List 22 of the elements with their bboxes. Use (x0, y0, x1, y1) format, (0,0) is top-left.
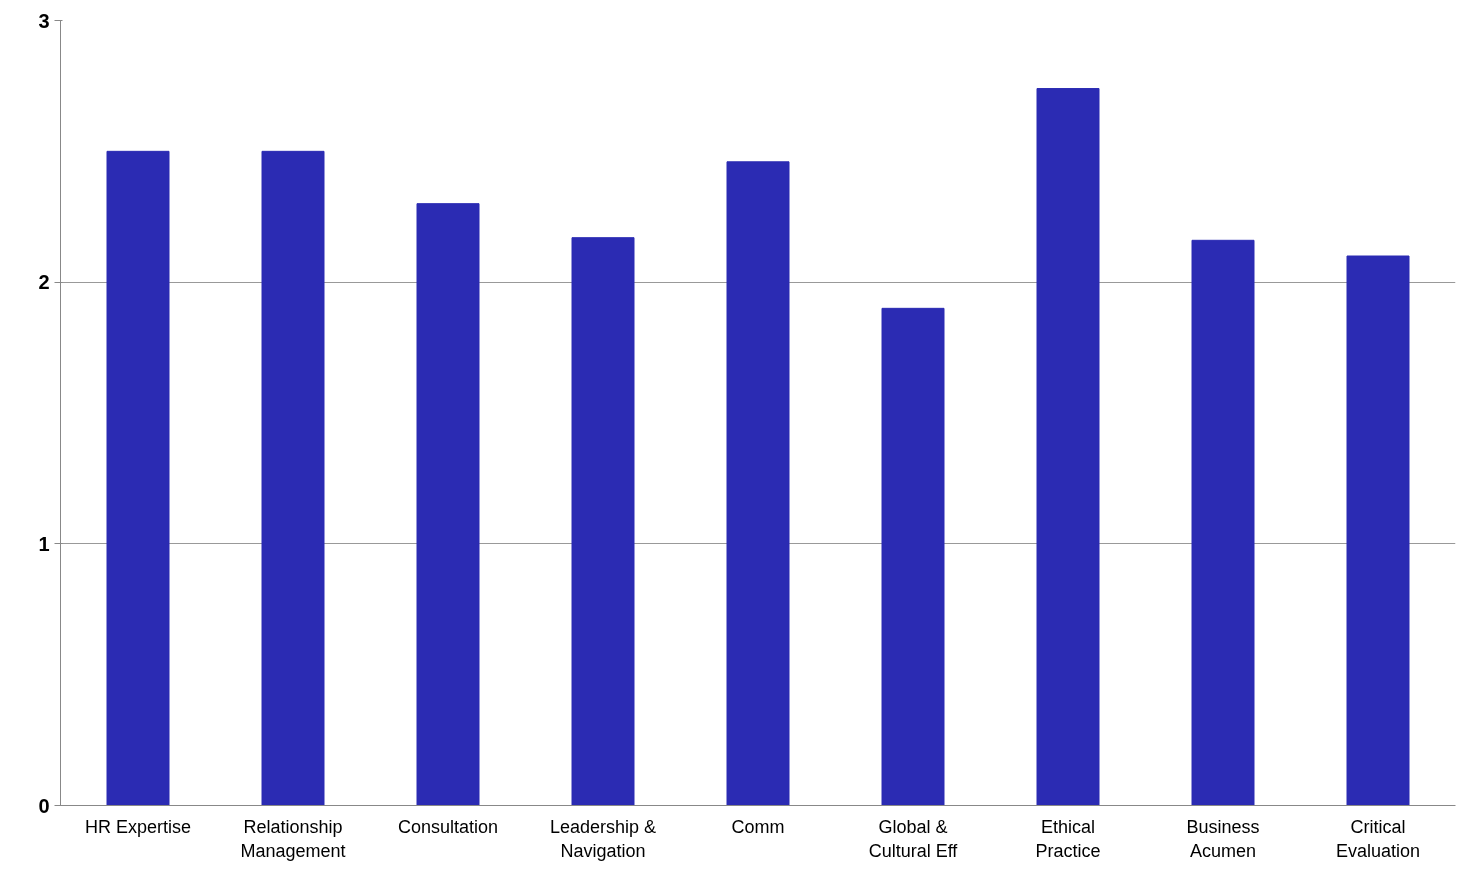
x-tick-label: Relationship Management (240, 816, 346, 861)
x-tick-label: Ethical Practice (1035, 816, 1101, 861)
y-tick-label: 3 (38, 9, 50, 32)
bar (726, 161, 790, 806)
y-tick-label: 2 (38, 271, 50, 294)
bar (1191, 239, 1255, 806)
x-tick-label: Business Acumen (1186, 816, 1260, 861)
y-tick-label: 0 (38, 794, 50, 817)
bar (416, 203, 480, 806)
y-tick-label: 1 (38, 532, 50, 555)
x-tick-label: Consultation (397, 816, 499, 837)
x-tick-label: HR Expertise (84, 816, 192, 837)
x-tick-label: Global & Cultural Eff (868, 816, 959, 861)
bar (1346, 255, 1410, 806)
bar (1036, 88, 1100, 806)
bar (106, 150, 170, 806)
bar (881, 307, 945, 806)
x-tick-label: Critical Evaluation (1335, 816, 1421, 861)
x-tick-label: Leadership & Navigation (549, 816, 657, 861)
x-tick-label: Comm (731, 816, 785, 837)
bar (261, 150, 325, 806)
bar (571, 237, 635, 806)
